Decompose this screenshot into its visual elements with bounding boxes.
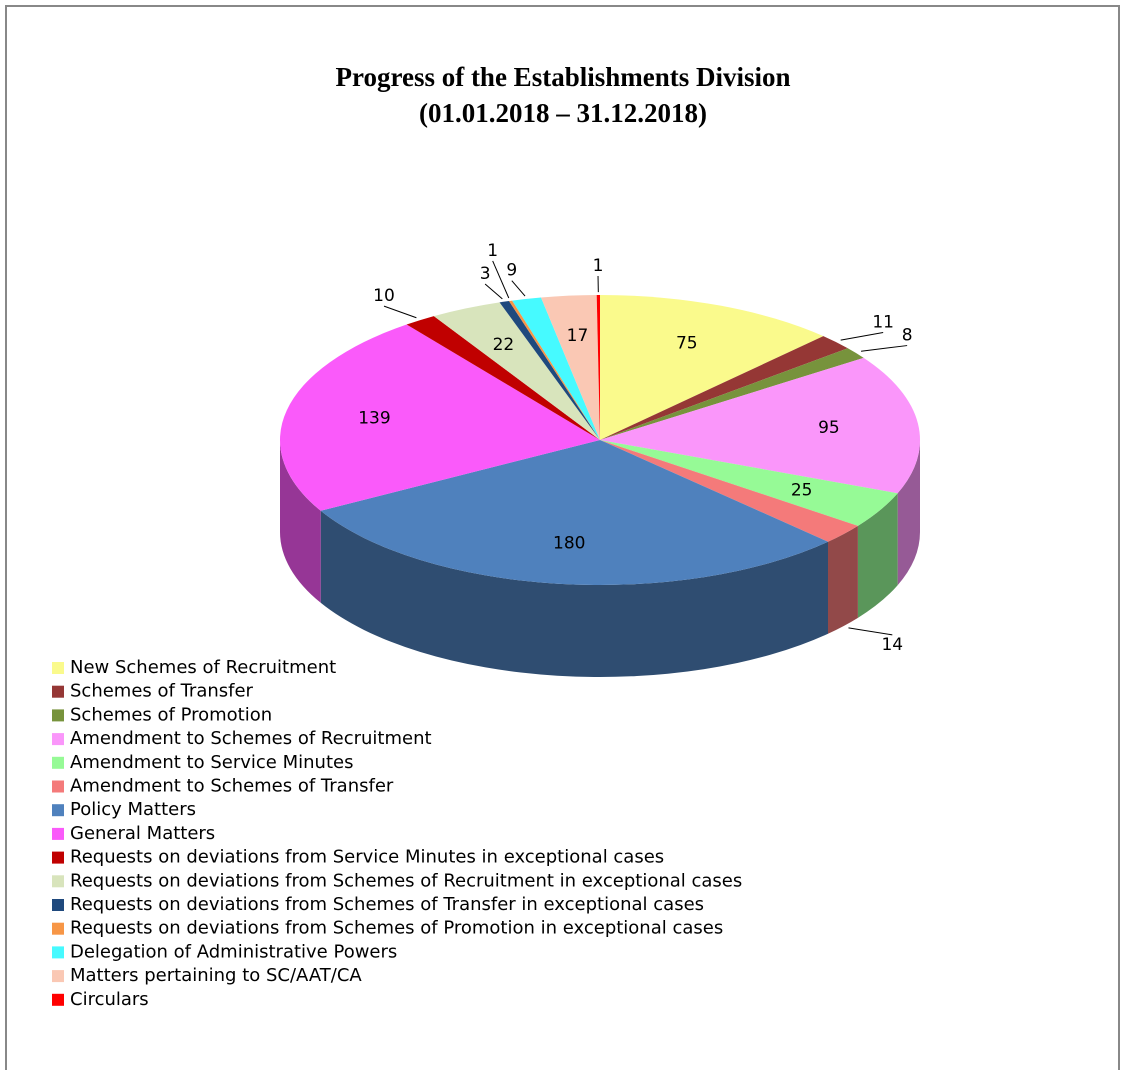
legend-swatch xyxy=(52,922,64,935)
leader-line xyxy=(861,345,908,352)
slice xyxy=(600,440,898,526)
data-label: 95 xyxy=(818,418,840,438)
slice xyxy=(600,357,920,494)
legend-label: General Matters xyxy=(70,823,215,844)
legend-swatch xyxy=(52,851,64,864)
slice-side xyxy=(897,440,920,586)
leader-line xyxy=(484,283,503,300)
slice xyxy=(541,295,600,440)
slice-side xyxy=(857,493,898,618)
data-label: 139 xyxy=(358,409,390,429)
legend-label: Requests on deviations from Schemes of R… xyxy=(70,870,742,891)
legend-swatch xyxy=(52,685,64,698)
legend-swatch xyxy=(52,946,64,959)
data-label: 10 xyxy=(373,286,395,306)
slice xyxy=(320,440,829,585)
slice xyxy=(600,336,848,440)
slice xyxy=(600,440,858,542)
legend-label: Amendment to Schemes of Recruitment xyxy=(70,728,432,749)
legend-swatch xyxy=(52,875,64,888)
slice-side xyxy=(320,510,829,677)
legend-swatch xyxy=(52,899,64,911)
legend-label: Requests on deviations from Service Minu… xyxy=(70,847,664,868)
legend-label: New Schemes of Recruitment xyxy=(70,657,336,678)
legend-swatch xyxy=(52,780,64,793)
slice xyxy=(512,297,600,440)
legend-label: Matters pertaining to SC/AAT/CA xyxy=(70,965,362,986)
legend-label: Requests on deviations from Schemes of P… xyxy=(70,918,723,939)
legend-label: Amendment to Schemes of Transfer xyxy=(70,776,394,797)
legend-swatch xyxy=(52,709,64,722)
data-label: 1 xyxy=(487,241,498,261)
data-label: 11 xyxy=(872,312,894,332)
leader-line xyxy=(492,260,510,299)
slice-side xyxy=(280,440,321,603)
data-label: 22 xyxy=(493,335,515,355)
legend-label: Policy Matters xyxy=(70,799,196,820)
leader-line xyxy=(511,280,526,297)
chart-subtitle: (01.01.2018 – 31.12.2018) xyxy=(419,98,707,128)
slice xyxy=(596,295,600,440)
data-label: 17 xyxy=(567,326,589,346)
slice xyxy=(508,300,600,440)
data-label: 14 xyxy=(881,635,903,655)
data-label: 3 xyxy=(480,264,491,284)
leader-line xyxy=(383,305,417,319)
legend-swatch xyxy=(52,733,64,746)
slice xyxy=(406,316,600,440)
legend-label: Requests on deviations from Schemes of T… xyxy=(70,894,704,915)
data-label: 75 xyxy=(676,333,698,353)
leader-line xyxy=(840,331,884,341)
slice xyxy=(433,302,600,440)
legend-label: Schemes of Transfer xyxy=(70,681,254,702)
legend-label: Circulars xyxy=(70,989,149,1010)
data-label: 1 xyxy=(593,256,604,276)
legend-swatch xyxy=(52,756,64,769)
legend-label: Schemes of Promotion xyxy=(70,704,272,725)
legend-swatch xyxy=(52,662,64,674)
slice xyxy=(280,324,600,511)
legend-swatch xyxy=(52,804,64,817)
frame xyxy=(5,5,1120,1070)
legend-label: Amendment to Service Minutes xyxy=(70,752,353,773)
chart-title: Progress of the Establishments Division xyxy=(335,62,790,92)
data-label: 25 xyxy=(791,480,813,500)
legend-swatch xyxy=(52,970,64,983)
data-label: 8 xyxy=(902,326,913,346)
data-label: 180 xyxy=(553,533,585,553)
legend-label: Delegation of Administrative Powers xyxy=(70,941,397,962)
data-label: 9 xyxy=(506,261,517,281)
legend-swatch xyxy=(52,827,64,840)
slice xyxy=(600,348,864,440)
slice-side xyxy=(828,525,858,634)
leader-line xyxy=(848,627,893,636)
slice xyxy=(499,300,600,440)
slice xyxy=(600,295,824,440)
legend-swatch xyxy=(52,993,64,1006)
